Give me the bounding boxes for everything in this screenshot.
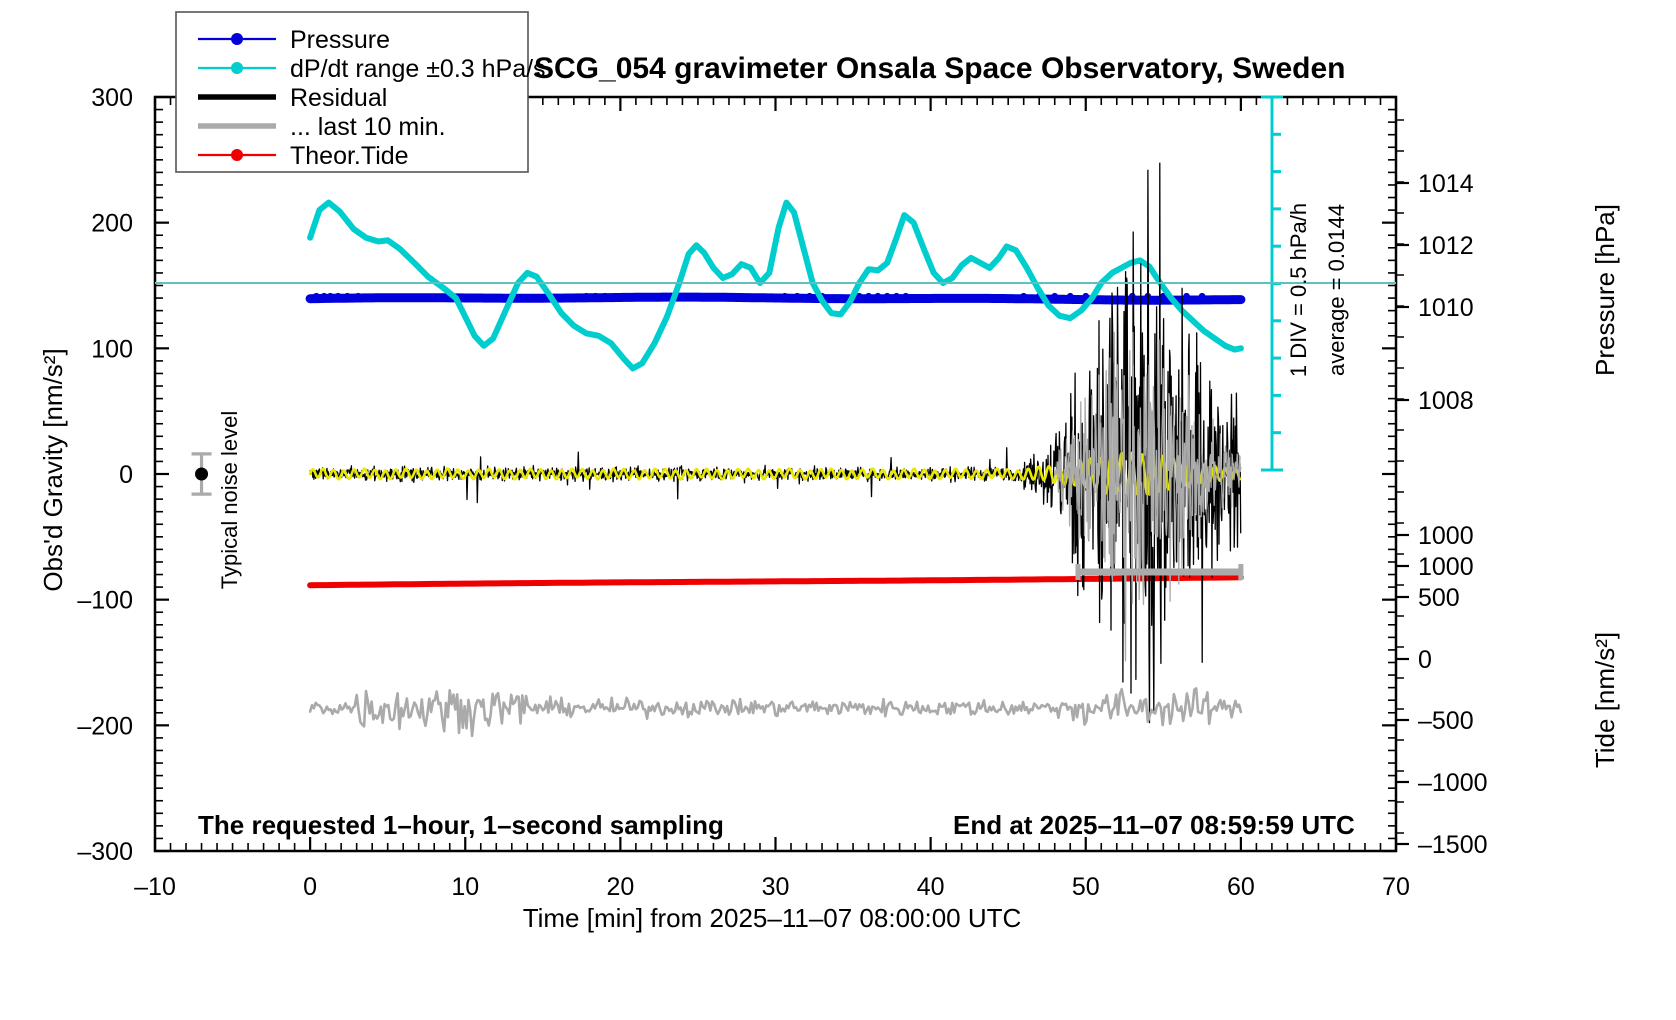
y-tick-label: 0 [119, 461, 133, 489]
legend-marker-dot [231, 33, 243, 45]
y-tick-label: 100 [91, 335, 133, 363]
tide-tick-label: –1500 [1418, 831, 1488, 859]
y-axis-title-left: Obs'd Gravity [nm/s²] [38, 348, 68, 591]
pressure-sample-dot [806, 292, 813, 300]
pressure-sample-dot [902, 292, 910, 300]
y-axis-tick-labels-left: 300 200 100 0 –100 –200 –300 [77, 84, 133, 866]
noise-center-dot [195, 467, 209, 481]
legend-marker-dot [231, 149, 243, 161]
x-tick-label: –10 [134, 873, 176, 901]
y-axis-ticks-left [155, 95, 169, 853]
legend-item-label: ... last 10 min. [290, 113, 446, 141]
last-10-min-burst-overlay [1054, 331, 1242, 662]
x-tick-label: 0 [303, 873, 317, 901]
pressure-sample-dot [1020, 292, 1027, 300]
x-axis-title: Time [min] from 2025–11–07 08:00:00 UTC [523, 903, 1022, 933]
pressure-sample-dot [1198, 292, 1206, 300]
pressure-tick-label: 1012 [1418, 232, 1474, 260]
y-axis-title-tide: Tide [nm/s²] [1590, 632, 1620, 768]
dpdt-curve [307, 199, 1244, 372]
pressure-sample-dot [1129, 292, 1136, 300]
sampling-annotation: The requested 1–hour, 1–second sampling [198, 810, 724, 840]
pressure-sample-dot [334, 292, 342, 300]
legend-item-label: dP/dt range ±0.3 hPa/s [290, 55, 546, 83]
x-tick-label: 60 [1227, 873, 1255, 901]
tide-tick-label: 0 [1418, 646, 1432, 674]
pressure-sample-dot [856, 292, 863, 300]
typical-noise-level-label: Typical noise level [217, 411, 242, 590]
pressure-sample-dot [1082, 292, 1089, 300]
pressure-tick-labels: 1014 1012 1010 1008 1000 [1418, 170, 1474, 550]
legend-item-label: Residual [290, 84, 387, 112]
pressure-tick-label: 1010 [1418, 294, 1474, 322]
legend-marker-dot [231, 62, 243, 74]
x-tick-label: 20 [606, 873, 634, 901]
pressure-tick-label: 1014 [1418, 170, 1474, 198]
pressure-sample-dot [893, 292, 900, 300]
x-tick-label: 40 [917, 873, 945, 901]
theoretical-tide-curve [307, 574, 1244, 589]
x-tick-label: 50 [1072, 873, 1100, 901]
tide-tick-label: 1000 [1418, 553, 1474, 581]
pressure-tick-label: 1008 [1418, 387, 1474, 415]
pressure-sample-dot [874, 292, 882, 300]
y-tick-label: 300 [91, 84, 133, 112]
y-tick-label: 200 [91, 210, 133, 238]
pressure-sample-dot [1051, 292, 1058, 300]
pressure-sample-dot [327, 292, 334, 300]
x-axis-tick-labels: –10 0 10 20 30 40 50 60 70 [134, 873, 1410, 901]
pressure-tick-label: 1000 [1418, 522, 1474, 550]
pressure-sample-dot [794, 292, 801, 300]
x-axis-ticks [153, 97, 1398, 851]
pressure-sample-dot [355, 292, 362, 300]
end-time-annotation: End at 2025–11–07 08:59:59 UTC [953, 810, 1355, 840]
pressure-sample-dot [320, 292, 328, 300]
pressure-sample-dot [1067, 292, 1074, 300]
tide-tick-label: –500 [1418, 707, 1474, 735]
typical-noise-level-marker [191, 452, 212, 496]
legend-item-label: Theor.Tide [290, 142, 409, 170]
page-title: SCG_054 gravimeter Onsala Space Observat… [534, 52, 1346, 85]
y-tick-label: –200 [77, 712, 133, 740]
last-10-min-curve [308, 687, 1243, 738]
dpdt-division-scale-bar [155, 95, 1302, 472]
x-tick-label: 70 [1382, 873, 1410, 901]
pressure-sample-dot [313, 292, 320, 300]
pressure-sample-dot [883, 292, 891, 300]
y-tick-label: –300 [77, 838, 133, 866]
tide-tick-labels: 1000 500 0 –500 –1000 –1500 [1418, 553, 1488, 859]
y-axis-ticks-right [1382, 95, 1409, 853]
dpdt-average-label: average = 0.0144 [1324, 204, 1349, 376]
pressure-sample-dot [865, 292, 872, 300]
x-tick-label: 30 [762, 873, 790, 901]
pressure-sample-dot [344, 292, 351, 300]
data-series-group [155, 162, 1396, 738]
tide-tick-label: 500 [1418, 584, 1460, 612]
div-scale-label: 1 DIV = 0.5 hPa/h [1286, 203, 1311, 377]
tide-tick-label: –1000 [1418, 769, 1488, 797]
x-tick-label: 10 [451, 873, 479, 901]
legend-item-label: Pressure [290, 26, 390, 54]
pressure-sample-dot [1183, 292, 1190, 300]
y-axis-title-pressure: Pressure [hPa] [1590, 204, 1620, 376]
y-tick-label: –100 [77, 587, 133, 615]
